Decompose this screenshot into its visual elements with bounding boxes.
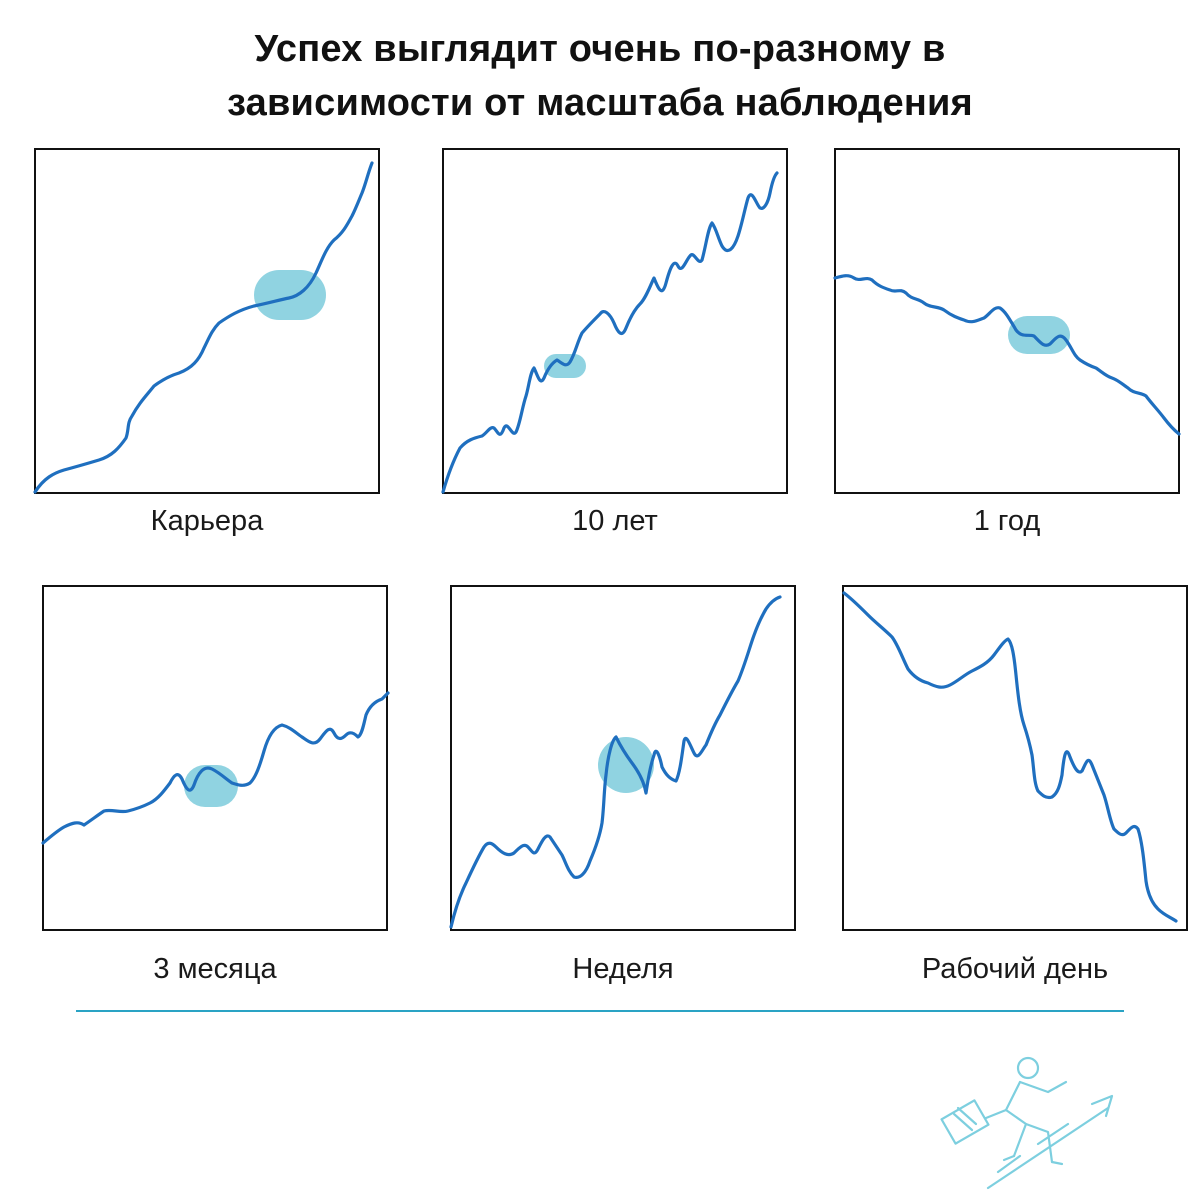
caption-career: Карьера bbox=[150, 505, 264, 537]
running-person-arrow-icon bbox=[940, 1056, 1114, 1190]
panel-workday bbox=[842, 585, 1188, 931]
title-line-1: Успех выглядит очень по-разному в bbox=[254, 28, 946, 70]
caption-10-years: 10 лет bbox=[572, 505, 658, 537]
caption-3-months: 3 месяца bbox=[153, 953, 277, 985]
trend-line bbox=[41, 691, 390, 845]
panel-1-year-graph bbox=[833, 148, 1181, 494]
panel-10-years bbox=[441, 148, 788, 494]
highlight-blob bbox=[1008, 316, 1070, 354]
trend-line bbox=[842, 591, 1178, 923]
panel-frame bbox=[842, 585, 1188, 931]
runner-logo bbox=[928, 1052, 1128, 1192]
panel-workday-graph bbox=[842, 585, 1188, 931]
panel-1-year bbox=[833, 148, 1181, 494]
panel-frame bbox=[34, 148, 380, 494]
caption-week: Неделя bbox=[572, 953, 674, 985]
title-line-2: зависимости от масштаба наблюдения bbox=[227, 82, 973, 124]
trend-line bbox=[449, 595, 782, 929]
panel-career bbox=[33, 148, 380, 494]
caption-1-year: 1 год bbox=[973, 505, 1041, 537]
caption-workday: Рабочий день bbox=[921, 953, 1109, 985]
panel-week-graph bbox=[449, 585, 796, 931]
trend-line bbox=[833, 274, 1181, 436]
panel-career-graph bbox=[33, 148, 380, 494]
panel-week bbox=[449, 585, 796, 931]
panel-frame bbox=[442, 148, 788, 494]
highlight-blob bbox=[254, 270, 326, 320]
infographic-title: Успех выглядит очень по-разному в зависи… bbox=[0, 22, 1200, 130]
trend-line bbox=[441, 171, 779, 494]
panel-frame bbox=[450, 585, 796, 931]
panel-10-years-graph bbox=[441, 148, 788, 494]
panel-3-months bbox=[41, 585, 390, 931]
panel-frame bbox=[42, 585, 388, 931]
panel-3-months-graph bbox=[41, 585, 390, 931]
trend-line bbox=[33, 161, 374, 494]
panel-frame bbox=[834, 148, 1180, 494]
section-divider bbox=[76, 1010, 1124, 1012]
